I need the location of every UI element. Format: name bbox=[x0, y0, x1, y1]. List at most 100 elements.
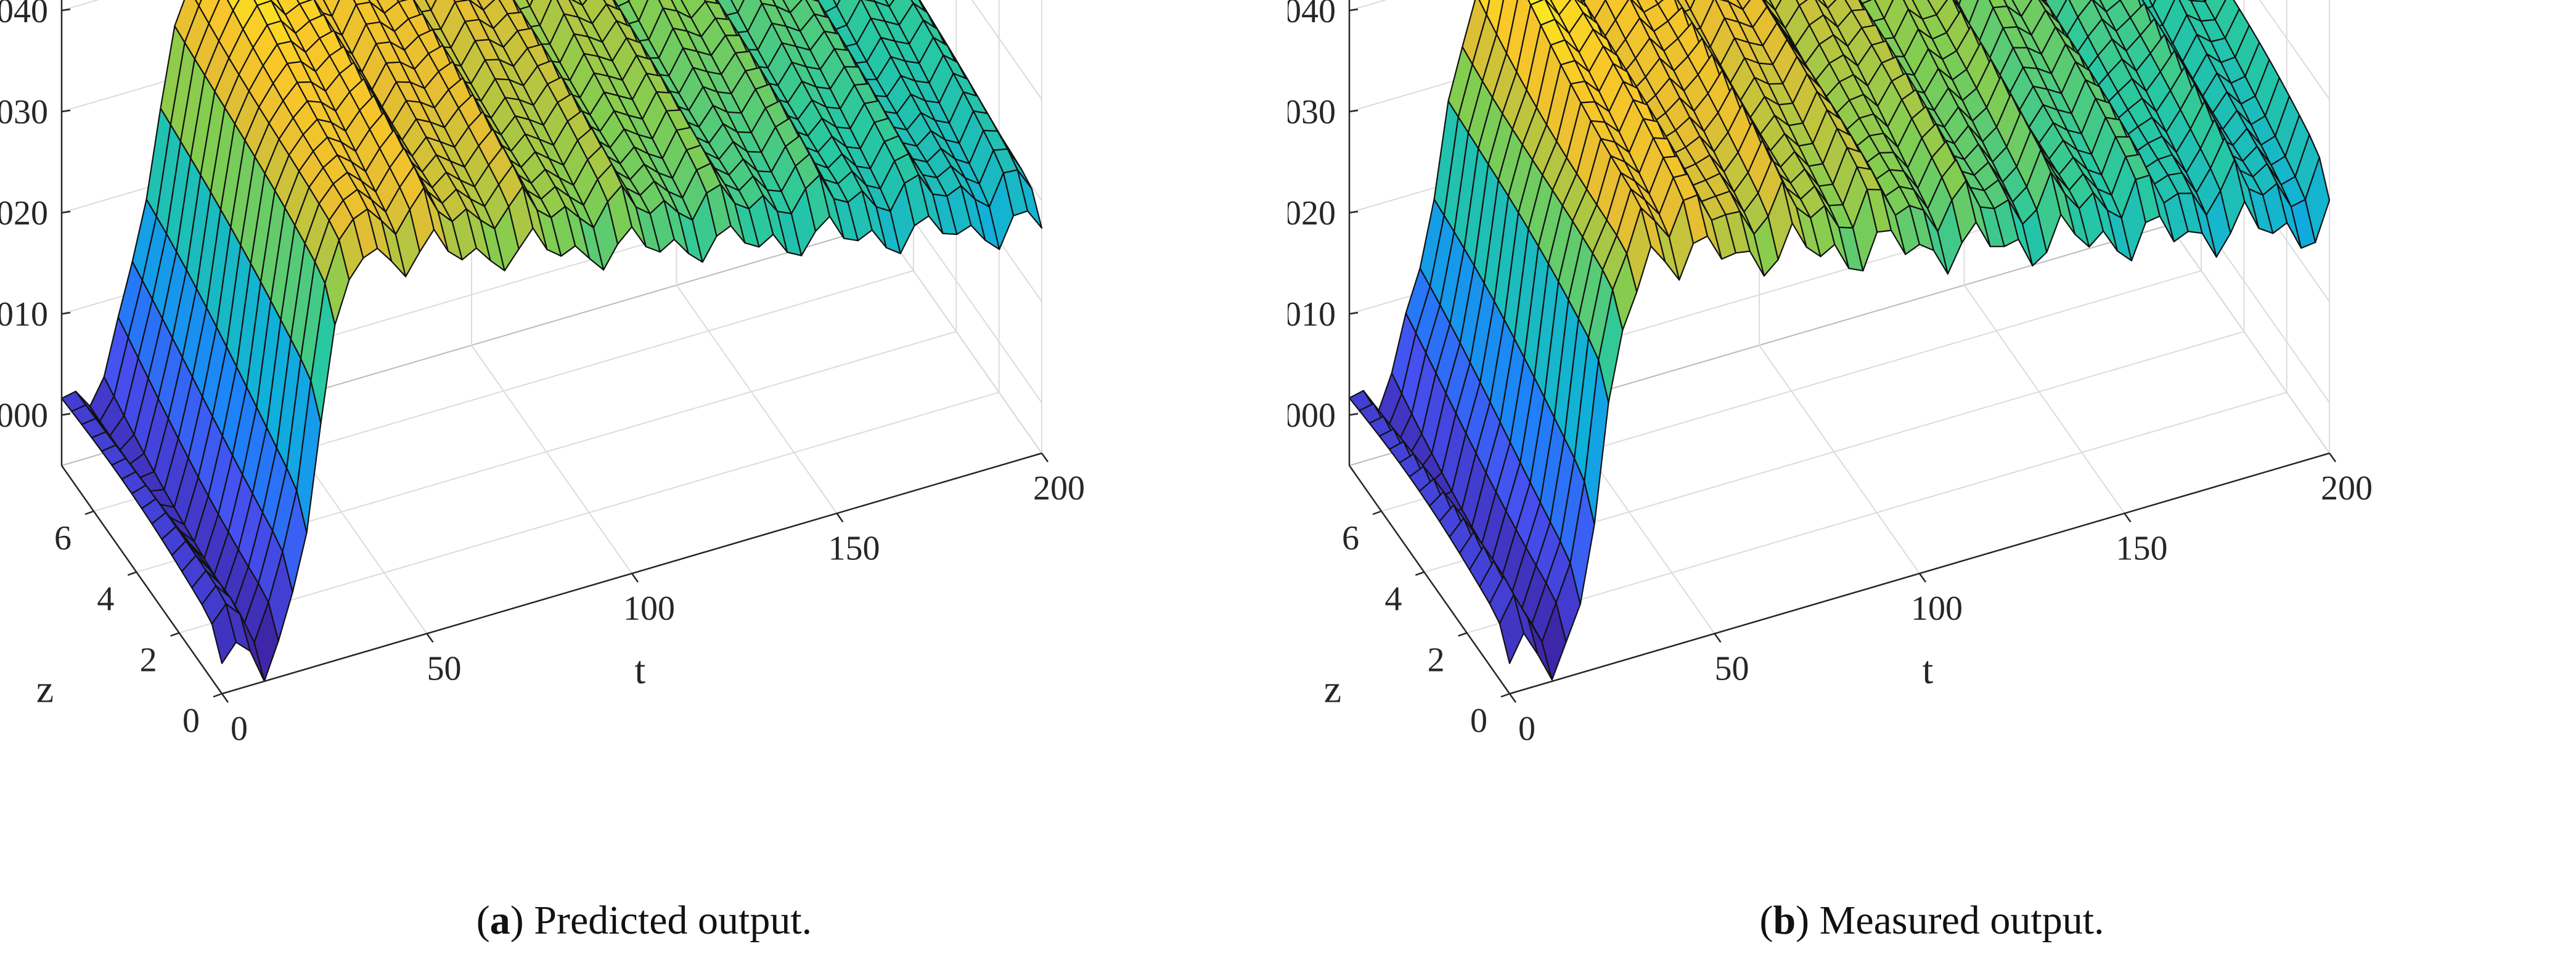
z-tick-label: 6 bbox=[1342, 519, 1359, 557]
surface-patch bbox=[1016, 169, 1043, 229]
y-tick-label: 1020 bbox=[1288, 194, 1336, 232]
surface-mesh bbox=[1348, 0, 2331, 681]
surface-plot-measured: 050100150200024610001010102010301040tzy(… bbox=[1288, 0, 2373, 748]
surface-patch bbox=[1736, 0, 1751, 10]
z-tick bbox=[1458, 632, 1468, 637]
y-tick-label: 1010 bbox=[1288, 295, 1336, 334]
t-tick bbox=[2124, 512, 2132, 523]
surface-plot-predicted: 050100150200024610001010102010301040tzy(… bbox=[0, 0, 1085, 748]
z-tick-label: 0 bbox=[182, 702, 200, 740]
surface-patch bbox=[1486, 0, 1505, 35]
surface-patch bbox=[885, 0, 895, 7]
z-tick bbox=[170, 632, 180, 637]
chart-panel-measured: 050100150200024610001010102010301040tzy(… bbox=[1288, 0, 2576, 978]
surface-patch bbox=[425, 0, 437, 11]
surface-mesh bbox=[60, 0, 1043, 682]
z-tick-label: 6 bbox=[54, 519, 72, 557]
grid-z bbox=[1424, 0, 2245, 573]
y-tick bbox=[1349, 8, 1359, 12]
t-tick-label: 0 bbox=[1518, 710, 1535, 748]
t-axis-line bbox=[221, 452, 1042, 695]
y-tick bbox=[61, 8, 71, 12]
surface-patch bbox=[1685, 0, 1696, 10]
z-tick bbox=[213, 692, 223, 698]
z-axis-label: z bbox=[36, 667, 54, 711]
grid-t bbox=[1963, 0, 2125, 514]
z-tick-label: 0 bbox=[1470, 702, 1487, 740]
t-tick-label: 100 bbox=[623, 590, 675, 628]
z-axis-line bbox=[1348, 465, 1511, 694]
surface-patch bbox=[195, 0, 202, 7]
grid-t bbox=[676, 0, 838, 514]
surface-patch bbox=[730, 0, 745, 14]
y-tick-label: 1040 bbox=[1288, 0, 1336, 30]
t-tick-label: 50 bbox=[1715, 650, 1749, 688]
caption-letter: a bbox=[489, 898, 510, 943]
t-tick bbox=[1041, 453, 1049, 462]
t-tick-label: 200 bbox=[1033, 469, 1085, 507]
t-tick-label: 0 bbox=[231, 710, 248, 748]
caption-measured: (b) Measured output. bbox=[1759, 898, 2104, 943]
grid-z bbox=[1381, 0, 2202, 512]
y-tick-label: 1000 bbox=[0, 397, 48, 435]
z-tick bbox=[1372, 510, 1382, 516]
surface-patch bbox=[2148, 0, 2156, 7]
y-tick-label: 1010 bbox=[0, 295, 48, 334]
t-tick bbox=[631, 573, 639, 583]
t-tick-label: 50 bbox=[427, 650, 462, 688]
t-tick-label: 150 bbox=[828, 530, 880, 568]
t-tick-label: 200 bbox=[2321, 469, 2373, 507]
y-tick bbox=[61, 311, 71, 315]
surface-patch bbox=[526, 0, 534, 7]
y-tick bbox=[1349, 109, 1359, 113]
t-axis-line bbox=[1509, 452, 2330, 695]
surface-patch bbox=[1768, 0, 1782, 11]
z-tick bbox=[127, 571, 137, 576]
t-tick-label: 100 bbox=[1911, 590, 1963, 628]
caption-text: ) Predicted output. bbox=[510, 898, 812, 943]
surface-patch bbox=[1874, 0, 1894, 19]
z-tick-label: 2 bbox=[1428, 641, 1445, 679]
grid-z bbox=[1466, 0, 2288, 634]
z-tick bbox=[1415, 571, 1425, 576]
surface-patch bbox=[226, 0, 240, 11]
y-tick bbox=[1349, 311, 1359, 315]
t-axis-label: t bbox=[635, 648, 646, 692]
y-tick-label: 1000 bbox=[1288, 397, 1336, 435]
t-tick-label: 150 bbox=[2116, 530, 2168, 568]
z-tick-label: 4 bbox=[97, 580, 114, 618]
t-tick bbox=[221, 693, 229, 703]
t-tick bbox=[1508, 693, 1517, 703]
y-tick-label: 1030 bbox=[0, 93, 48, 131]
y-tick bbox=[61, 413, 71, 416]
y-tick bbox=[61, 210, 71, 214]
t-tick bbox=[1714, 633, 1722, 643]
t-tick bbox=[1918, 573, 1927, 583]
y-tick bbox=[61, 109, 71, 113]
surface-patch bbox=[2304, 157, 2331, 244]
y-tick-label: 1030 bbox=[1288, 93, 1336, 131]
surface-patch bbox=[833, 0, 841, 7]
grid-z bbox=[179, 0, 1000, 634]
caption-text: ) Measured output. bbox=[1796, 898, 2104, 943]
grid-z bbox=[93, 0, 914, 512]
y-tick-label: 1020 bbox=[0, 194, 48, 232]
t-tick bbox=[426, 633, 434, 643]
tick-labels: 050100150200024610001010102010301040 bbox=[0, 0, 1085, 748]
y-tick bbox=[1349, 210, 1359, 214]
chart-panel-predicted: 050100150200024610001010102010301040tzy(… bbox=[0, 0, 1085, 943]
z-axis-label: z bbox=[1324, 667, 1341, 711]
tick-labels: 050100150200024610001010102010301040 bbox=[1288, 0, 2373, 748]
caption-predicted: (a) Predicted output. bbox=[476, 898, 812, 943]
z-tick-label: 2 bbox=[140, 641, 157, 679]
y-tick-label: 1040 bbox=[0, 0, 48, 30]
surface-patch bbox=[1958, 0, 1979, 25]
surface-patch bbox=[322, 0, 340, 17]
z-tick bbox=[1500, 692, 1510, 698]
t-tick bbox=[836, 512, 844, 523]
y-tick bbox=[1349, 413, 1359, 416]
t-tick bbox=[2328, 453, 2337, 462]
caption-letter: b bbox=[1773, 898, 1796, 943]
surface-patch bbox=[628, 0, 649, 22]
z-tick bbox=[84, 510, 94, 516]
